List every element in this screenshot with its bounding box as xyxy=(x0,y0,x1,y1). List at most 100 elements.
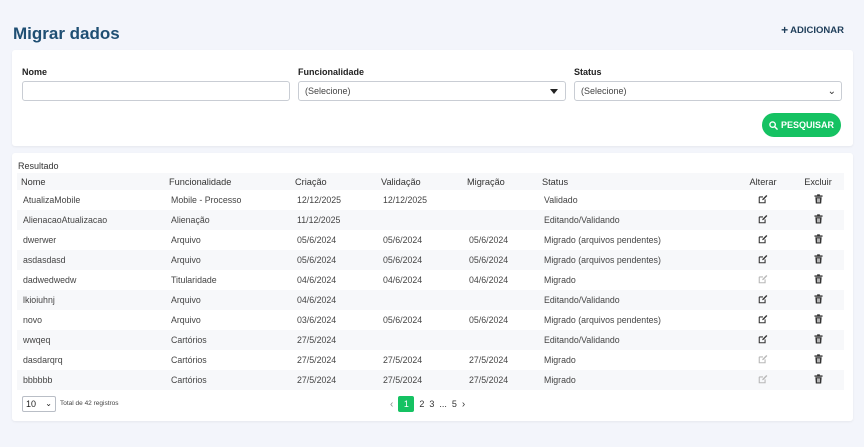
cell-funcionalidade: Titularidade xyxy=(171,275,217,285)
cell-status: Migrado (arquivos pendentes) xyxy=(544,235,661,245)
trash-icon[interactable] xyxy=(813,314,823,326)
cell-migracao: 05/6/2024 xyxy=(463,250,538,270)
funcionalidade-select[interactable]: (Selecione) xyxy=(298,81,566,101)
search-button[interactable]: PESQUISAR xyxy=(762,113,841,137)
page-links: ‹ 1 2 3... 5 › xyxy=(390,396,465,412)
page-size-select[interactable]: 10 ⌄ xyxy=(22,396,56,412)
cell-criacao: 11/12/2025 xyxy=(291,210,377,230)
cell-excluir xyxy=(792,370,844,390)
cell-validacao: 05/6/2024 xyxy=(383,315,423,325)
edit-icon xyxy=(758,374,768,386)
table-header: Nome Funcionalidade Criação Validação Mi… xyxy=(17,173,844,190)
cell-validacao xyxy=(377,210,463,230)
cell-migracao: 27/5/2024 xyxy=(463,370,538,390)
cell-alterar xyxy=(734,330,792,350)
cell-nome: wwqeq xyxy=(17,330,165,350)
cell-excluir xyxy=(792,230,844,250)
cell-nome: novo xyxy=(23,315,43,325)
cell-validacao: 05/6/2024 xyxy=(377,250,463,270)
cell-migracao: 05/6/2024 xyxy=(469,315,509,325)
cell-excluir xyxy=(792,290,844,310)
cell-status: Editando/Validando xyxy=(538,290,734,310)
cell-criacao: 27/5/2024 xyxy=(291,330,377,350)
edit-icon[interactable] xyxy=(758,254,768,266)
nome-input[interactable] xyxy=(29,82,283,100)
cell-funcionalidade: Arquivo xyxy=(171,315,201,325)
cell-excluir xyxy=(792,350,844,370)
cell-alterar xyxy=(734,350,792,370)
cell-validacao: 12/12/2025 xyxy=(383,195,428,205)
funcionalidade-filter: Funcionalidade (Selecione) xyxy=(298,67,566,101)
cell-excluir xyxy=(792,210,844,230)
chevron-down-icon: ⌄ xyxy=(45,399,52,408)
table-row: novo Arquivo 03/6/2024 05/6/2024 05/6/2024 Mi… xyxy=(17,310,844,330)
cell-criacao: 27/5/2024 xyxy=(291,370,377,390)
edit-icon[interactable] xyxy=(758,334,768,346)
cell-migracao xyxy=(463,210,538,230)
cell-status: Migrado (arquivos pendentes) xyxy=(538,250,734,270)
page-link[interactable]: 3 xyxy=(429,399,435,409)
cell-validacao xyxy=(377,330,463,350)
col-header-validacao[interactable]: Validação xyxy=(377,173,463,190)
cell-status: Editando/Validando xyxy=(538,210,734,230)
edit-icon[interactable] xyxy=(758,214,768,226)
cell-criacao: 27/5/2024 xyxy=(297,355,337,365)
cell-alterar xyxy=(734,210,792,230)
cell-funcionalidade: Cartórios xyxy=(171,355,207,365)
trash-icon[interactable] xyxy=(813,254,823,266)
edit-icon[interactable] xyxy=(758,294,768,306)
plus-icon: + xyxy=(781,23,789,37)
trash-icon[interactable] xyxy=(813,234,823,246)
col-header-status[interactable]: Status xyxy=(538,173,734,190)
cell-alterar xyxy=(734,250,792,270)
status-label: Status xyxy=(574,67,602,77)
add-button[interactable]: + ADICIONAR xyxy=(781,23,844,37)
cell-excluir xyxy=(792,190,844,210)
edit-icon[interactable] xyxy=(758,314,768,326)
cell-criacao: 05/6/2024 xyxy=(291,250,377,270)
nome-filter: Nome xyxy=(22,67,290,101)
cell-funcionalidade: Arquivo xyxy=(165,290,291,310)
edit-icon xyxy=(758,274,768,286)
col-header-criacao[interactable]: Criação xyxy=(291,173,377,190)
cell-status: Migrado xyxy=(544,355,576,365)
cell-excluir xyxy=(792,330,844,350)
cell-alterar xyxy=(734,290,792,310)
page-link[interactable]: 1 xyxy=(398,396,415,412)
col-header-alterar: Alterar xyxy=(734,173,792,190)
trash-icon[interactable] xyxy=(813,194,823,206)
col-header-excluir: Excluir xyxy=(792,173,844,190)
trash-icon[interactable] xyxy=(813,294,823,306)
cell-nome: AtualizaMobile xyxy=(23,195,81,205)
cell-status: Migrado xyxy=(538,370,734,390)
trash-icon[interactable] xyxy=(813,214,823,226)
trash-icon[interactable] xyxy=(813,274,823,286)
cell-criacao: 03/6/2024 xyxy=(297,315,337,325)
cell-nome: lkioiuhnj xyxy=(17,290,165,310)
cell-criacao: 04/6/2024 xyxy=(297,275,337,285)
col-header-nome[interactable]: Nome xyxy=(17,173,165,190)
col-header-migracao[interactable]: Migração xyxy=(463,173,538,190)
cell-alterar xyxy=(734,270,792,290)
cell-funcionalidade: Arquivo xyxy=(171,235,201,245)
cell-status: Migrado xyxy=(544,275,576,285)
caret-down-icon xyxy=(550,89,558,94)
edit-icon[interactable] xyxy=(758,194,768,206)
status-filter: Status (Selecione) ⌄ xyxy=(574,67,842,101)
col-header-funcionalidade[interactable]: Funcionalidade xyxy=(165,173,291,190)
cell-criacao: 12/12/2025 xyxy=(297,195,342,205)
page-link[interactable]: 2 xyxy=(419,399,425,409)
cell-migracao xyxy=(463,330,538,350)
trash-icon[interactable] xyxy=(813,334,823,346)
status-select[interactable]: (Selecione) ⌄ xyxy=(574,81,842,101)
chevron-left-icon[interactable]: ‹ xyxy=(390,398,394,410)
trash-icon[interactable] xyxy=(813,354,823,366)
page-ellipsis: ... xyxy=(439,399,447,409)
add-button-label: ADICIONAR xyxy=(790,24,844,36)
cell-funcionalidade: Arquivo xyxy=(165,250,291,270)
chevron-right-icon[interactable]: › xyxy=(461,398,466,410)
edit-icon[interactable] xyxy=(758,234,768,246)
trash-icon[interactable] xyxy=(813,374,823,386)
page-link[interactable]: 5 xyxy=(451,399,457,409)
cell-criacao: 04/6/2024 xyxy=(291,290,377,310)
